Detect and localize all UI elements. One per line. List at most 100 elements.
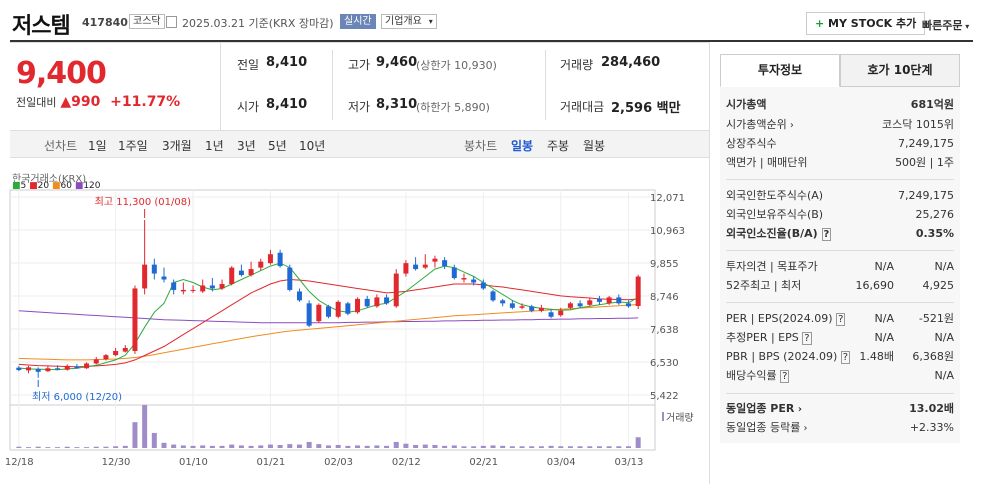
volume-bar <box>306 441 312 448</box>
sector-per-value: 13.02배 <box>909 402 954 415</box>
candle-monthly[interactable]: 월봉 <box>583 139 606 153</box>
candle-body <box>180 289 186 292</box>
candle-body <box>287 267 293 290</box>
tab-orderbook[interactable]: 호가 10단계 <box>840 54 960 87</box>
candle-body <box>161 276 167 280</box>
volume-bar <box>403 443 409 448</box>
volume-bar <box>345 445 351 448</box>
y-tick-label: 7,638 <box>650 325 679 336</box>
quick-order-link[interactable]: 빠른주문 ▾ <box>922 17 969 33</box>
company-info-button[interactable]: 기업개요 ▾ <box>381 14 437 29</box>
live-badge[interactable]: 실시간 <box>340 14 376 29</box>
help-icon[interactable]: ? <box>840 351 851 364</box>
volume-bar <box>113 446 119 448</box>
week52-label: 52주최고 | 최저 <box>726 279 802 292</box>
x-tick-label: 12/18 <box>5 457 34 468</box>
period-1d[interactable]: 1일 <box>88 139 107 153</box>
ma120-label: 120 <box>83 181 101 191</box>
volume-bar <box>509 446 515 448</box>
week52-low: 4,925 <box>922 279 955 292</box>
sector-rate-label[interactable]: 동일업종 등락률 › <box>726 420 808 437</box>
per-label-text: PER | EPS(2024.09) <box>726 312 833 325</box>
volume-bar <box>296 444 302 448</box>
line-chart-label: 선차트 <box>44 139 78 153</box>
volume-bar <box>142 405 148 448</box>
period-3m[interactable]: 3개월 <box>162 139 192 153</box>
market-badge: 코스닥 <box>129 14 165 29</box>
candle-body <box>55 368 61 370</box>
prev-close-value: 8,410 <box>266 55 308 70</box>
tab-invest-info[interactable]: 투자정보 <box>720 54 840 87</box>
help-icon[interactable]: ? <box>780 370 790 383</box>
foreign-ratio-label: 외국인소진율(B/A) ? <box>726 226 832 243</box>
ma20-label: 20 <box>37 181 50 191</box>
sector-rate-label-text: 동일업종 등락률 <box>726 421 801 434</box>
volume-bar <box>171 444 177 448</box>
ma5-label: 5 <box>20 181 27 191</box>
volume-bar <box>442 445 448 448</box>
volume-bar <box>238 445 244 448</box>
candle-body <box>45 368 51 372</box>
per-value: N/A <box>874 312 894 325</box>
y-tick-label: 6,530 <box>650 358 679 369</box>
chevron-right-icon: › <box>794 404 802 415</box>
rank-label[interactable]: 시가총액순위 › <box>726 117 794 134</box>
volume-bar <box>258 445 264 448</box>
candle-body <box>171 282 177 290</box>
divider <box>220 42 221 130</box>
x-tick-label: 02/21 <box>469 457 498 468</box>
eps-value: -521원 <box>918 312 954 325</box>
pbr-label: PBR | BPS (2024.09) ? <box>726 349 851 366</box>
high-value: 9,460 <box>376 55 418 70</box>
divider <box>545 50 546 120</box>
period-1y[interactable]: 1년 <box>205 139 224 153</box>
help-icon[interactable]: ? <box>836 313 846 326</box>
quick-order-label: 빠른주문 <box>922 19 963 32</box>
candle-body <box>26 367 32 371</box>
period-1w[interactable]: 1주일 <box>118 139 148 153</box>
volume-bar <box>93 446 99 448</box>
stock-code: 417840 <box>82 16 128 29</box>
volume-bar <box>374 445 380 448</box>
candle-body <box>422 264 428 268</box>
candle-body <box>200 285 206 292</box>
help-icon[interactable]: ? <box>821 228 832 241</box>
period-3y[interactable]: 3년 <box>237 139 256 153</box>
help-icon[interactable]: ? <box>802 332 812 345</box>
low-annotation: 최저 6,000 (12/20) <box>32 391 122 403</box>
upper-limit: (상한가 10,930) <box>416 59 497 72</box>
stock-chart[interactable]: 12,071 10,963 9,855 8,746 7,638 6,530 5,422 12/… <box>0 0 710 484</box>
candle-body <box>93 359 99 364</box>
x-tick-label: 01/21 <box>256 457 285 468</box>
candle-body <box>219 283 225 289</box>
volume-bar <box>558 446 564 448</box>
target-price-value: N/A <box>934 260 954 273</box>
volume-bar <box>548 445 554 448</box>
volume-label: 거래량 <box>666 412 694 424</box>
period-10y[interactable]: 10년 <box>299 139 326 153</box>
candle-weekly[interactable]: 주봉 <box>547 139 570 153</box>
volume-bar <box>606 446 612 448</box>
period-5y[interactable]: 5년 <box>268 139 287 153</box>
add-mystock-button[interactable]: + MY STOCK 추가 <box>806 12 926 35</box>
sector-per-label[interactable]: 동일업종 PER › <box>726 401 802 418</box>
ma20-swatch: ■ <box>29 181 38 191</box>
volume-bar <box>567 446 573 448</box>
candle-body <box>606 297 612 304</box>
candle-body <box>35 368 41 372</box>
candle-body <box>326 306 331 317</box>
candle-daily[interactable]: 일봉 <box>511 139 534 153</box>
volume-bar <box>190 445 196 448</box>
chevron-right-icon: › <box>800 423 808 434</box>
volume-bar <box>393 441 399 448</box>
ma60-swatch: ■ <box>51 181 61 191</box>
volume-bar <box>16 446 22 448</box>
candle-body <box>490 291 496 301</box>
candle-body <box>558 310 564 316</box>
lower-limit: (하한가 5,890) <box>416 101 490 114</box>
amount-value: 2,596 백만 <box>611 101 681 116</box>
candle-body <box>567 303 573 308</box>
candle-body <box>432 258 438 262</box>
up-arrow-icon: ▲ <box>60 94 72 110</box>
candle-body <box>500 300 506 304</box>
